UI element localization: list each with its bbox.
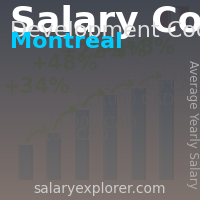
Bar bbox=[131, 88, 133, 180]
Text: Montreal: Montreal bbox=[10, 32, 123, 52]
Bar bbox=[181, 6, 189, 27]
Text: +48%: +48% bbox=[31, 54, 99, 74]
Bar bbox=[46, 133, 61, 180]
Bar bbox=[75, 110, 89, 180]
Bar bbox=[103, 95, 105, 180]
Text: +8%: +8% bbox=[123, 38, 176, 58]
Text: 111,000 CAD: 111,000 CAD bbox=[74, 93, 174, 108]
Text: +34%: +34% bbox=[3, 77, 71, 97]
Bar bbox=[116, 95, 117, 180]
Text: +9%: +9% bbox=[95, 41, 148, 61]
Bar bbox=[144, 88, 146, 180]
Bar bbox=[87, 110, 89, 180]
Text: Average Yearly Salary: Average Yearly Salary bbox=[186, 60, 198, 188]
Bar bbox=[160, 6, 167, 27]
Text: salaryexplorer.com: salaryexplorer.com bbox=[34, 182, 166, 196]
Text: 56,100 CAD: 56,100 CAD bbox=[18, 128, 108, 143]
Bar bbox=[159, 80, 161, 180]
Bar bbox=[103, 95, 117, 180]
Bar bbox=[46, 133, 48, 180]
Bar bbox=[59, 133, 61, 180]
Bar bbox=[31, 145, 33, 180]
Text: 🍁: 🍁 bbox=[167, 6, 181, 26]
Bar bbox=[75, 110, 76, 180]
Text: 135,000 CAD: 135,000 CAD bbox=[102, 78, 200, 93]
Bar bbox=[131, 88, 146, 180]
Bar bbox=[18, 145, 33, 180]
Text: Development Coordinator: Development Coordinator bbox=[10, 21, 200, 41]
Text: 159,000 CAD: 159,000 CAD bbox=[159, 63, 200, 78]
Bar bbox=[159, 80, 174, 180]
Bar bbox=[18, 145, 20, 180]
Text: +22%: +22% bbox=[59, 42, 127, 62]
Text: 147,000 CAD: 147,000 CAD bbox=[130, 71, 200, 86]
Text: 74,900 CAD: 74,900 CAD bbox=[46, 116, 137, 131]
Bar bbox=[172, 80, 174, 180]
Text: Salary Comparison By Experience: Salary Comparison By Experience bbox=[10, 5, 200, 39]
